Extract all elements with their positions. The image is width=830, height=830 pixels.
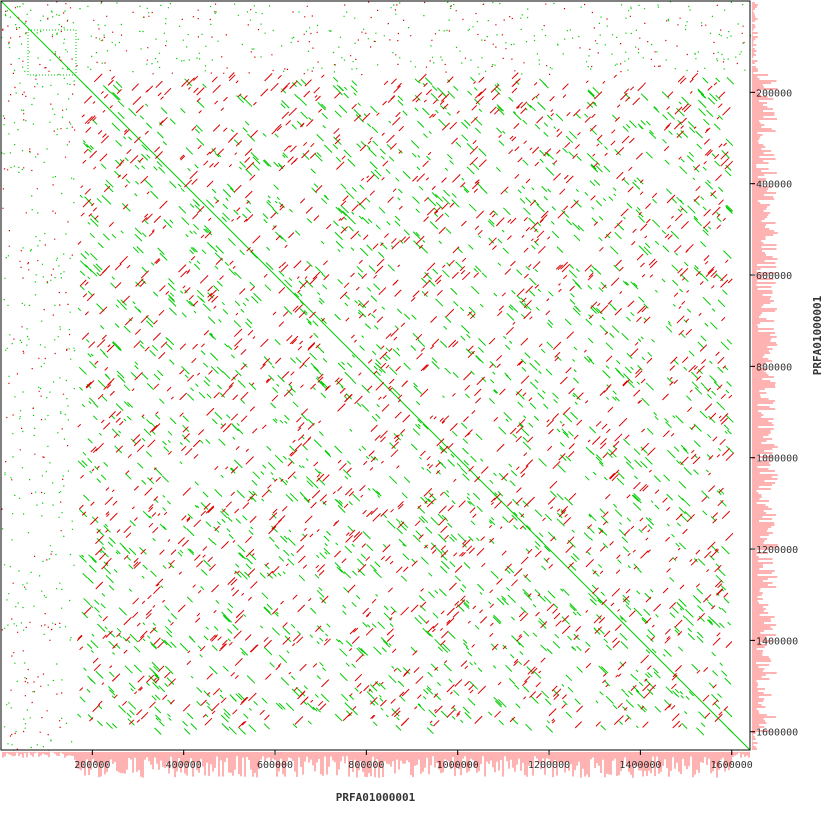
x-axis-ticks: 200000 400000 600000 800000 1000000 1200000 14… [74, 750, 753, 771]
y-axis-title: PRFA01000001 [811, 295, 824, 375]
x-histogram-bars [2, 752, 750, 778]
top-left-cluster [27, 29, 77, 76]
x-tick-label: 1600000 [711, 760, 753, 771]
x-tick-label: 1000000 [437, 760, 479, 771]
x-tick-label: 1400000 [619, 760, 661, 771]
reverse-matches [76, 72, 735, 729]
plot-frame [0, 0, 751, 751]
y-tick-label: 1200000 [756, 545, 798, 556]
y-tick-label: 800000 [756, 362, 792, 373]
x-coverage-histogram [2, 752, 750, 778]
y-tick-label: 600000 [756, 271, 792, 282]
x-tick-label: 200000 [74, 760, 110, 771]
y-coverage-histogram [752, 2, 778, 750]
y-tick-label: 1000000 [756, 454, 798, 465]
y-histogram-bars [752, 2, 778, 750]
x-tick-label: 400000 [166, 760, 202, 771]
y-tick-label: 200000 [756, 88, 792, 99]
y-tick-label: 400000 [756, 180, 792, 191]
main-diagonal [0, 0, 751, 751]
x-tick-label: 600000 [257, 760, 293, 771]
y-axis-ticks: 200000 400000 600000 800000 1000000 1200000 14… [750, 88, 798, 739]
y-tick-label: 1400000 [756, 636, 798, 647]
x-axis-title: PRFA01000001 [336, 791, 416, 804]
match-dots [0, 0, 752, 751]
x-tick-label: 800000 [348, 760, 384, 771]
y-tick-label: 1600000 [756, 728, 798, 739]
x-tick-label: 1200000 [528, 760, 570, 771]
